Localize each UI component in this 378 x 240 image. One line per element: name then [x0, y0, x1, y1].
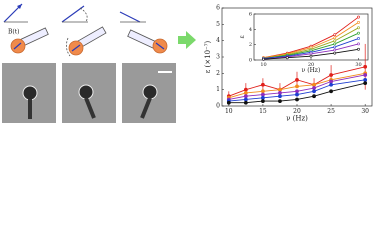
y-tick-label: 5	[216, 21, 220, 28]
data-point	[243, 87, 248, 92]
data-point	[333, 42, 337, 46]
data-point	[278, 94, 282, 99]
schematic	[3, 3, 168, 57]
data-point	[295, 92, 299, 97]
series-line	[228, 79, 366, 102]
data-point	[333, 36, 337, 40]
data-point	[261, 89, 265, 94]
data-point	[243, 94, 248, 99]
data-point	[285, 56, 289, 60]
data-point	[329, 73, 333, 77]
y-tick-label: 6	[249, 12, 252, 18]
data-point	[333, 39, 337, 43]
series-line	[228, 82, 366, 104]
y-tick-label: 0	[216, 103, 220, 110]
data-point	[333, 33, 337, 37]
data-point	[333, 45, 337, 49]
data-point	[309, 54, 313, 58]
data-point	[295, 77, 299, 82]
y-tick-label: 2	[249, 42, 252, 48]
data-point	[329, 79, 333, 84]
data-point	[295, 84, 299, 89]
data-point	[363, 64, 368, 69]
y-tick-label: 4	[216, 37, 220, 44]
data-point	[363, 73, 368, 77]
data-point	[278, 99, 282, 104]
data-point	[261, 82, 265, 87]
data-point	[261, 92, 265, 97]
x-tick-label: 15	[259, 108, 267, 115]
data-point	[312, 94, 316, 99]
data-point	[309, 52, 313, 56]
data-point	[333, 51, 337, 55]
x-tick-label: 10	[260, 62, 266, 68]
y-tick-label: 2	[216, 70, 220, 77]
y-tick-label: 1	[216, 86, 220, 93]
data-point	[357, 37, 360, 40]
data-point	[295, 97, 299, 102]
data-point	[363, 77, 368, 82]
data-point	[261, 95, 265, 100]
series-line	[228, 66, 366, 97]
y-axis-label: ε (×10⁻⁷)	[204, 40, 212, 73]
data-point	[243, 97, 248, 102]
data-point	[295, 89, 299, 94]
data-point	[312, 82, 316, 87]
data-point	[278, 91, 282, 95]
data-point	[333, 48, 337, 52]
data-point	[357, 26, 360, 30]
x-axis-label: ν (Hz)	[286, 115, 308, 123]
series-line	[228, 72, 366, 99]
y-tick-label: 4	[249, 27, 252, 33]
y-tick-label: 3	[216, 54, 220, 61]
data-point	[312, 86, 316, 90]
data-point	[357, 42, 360, 46]
y-axis-label: ε	[239, 35, 246, 38]
data-point	[262, 57, 265, 61]
data-point	[243, 91, 248, 95]
figure: B(t) 10 15 20 25 30 0 1 2 3 4 5 6 ν (Hz) ε (×10⁻⁷) 10 2…	[2, 3, 373, 123]
series-line	[228, 74, 366, 100]
y-tick-label: 6	[216, 5, 220, 12]
data-point	[357, 47, 360, 51]
data-point	[357, 15, 360, 19]
data-point	[363, 81, 368, 86]
data-point	[243, 100, 248, 105]
data-point	[278, 87, 282, 92]
y-tick-label: 0	[249, 58, 252, 64]
data-point	[329, 89, 333, 94]
x-axis-label: ν (Hz)	[302, 67, 321, 74]
arrow	[178, 31, 196, 49]
field-label: B(t)	[8, 29, 20, 36]
x-tick-label: 25	[327, 108, 335, 115]
data-point	[226, 100, 231, 105]
data-point	[357, 31, 360, 35]
data-point	[312, 89, 316, 94]
micrographs	[2, 63, 176, 123]
data-point	[357, 21, 360, 24]
data-point	[329, 82, 333, 87]
x-tick-label: 20	[308, 62, 314, 68]
x-tick-label: 30	[355, 62, 361, 68]
x-tick-label: 30	[361, 108, 369, 115]
x-tick-label: 10	[225, 108, 233, 115]
data-point	[261, 99, 265, 104]
x-tick-label: 20	[293, 108, 301, 115]
